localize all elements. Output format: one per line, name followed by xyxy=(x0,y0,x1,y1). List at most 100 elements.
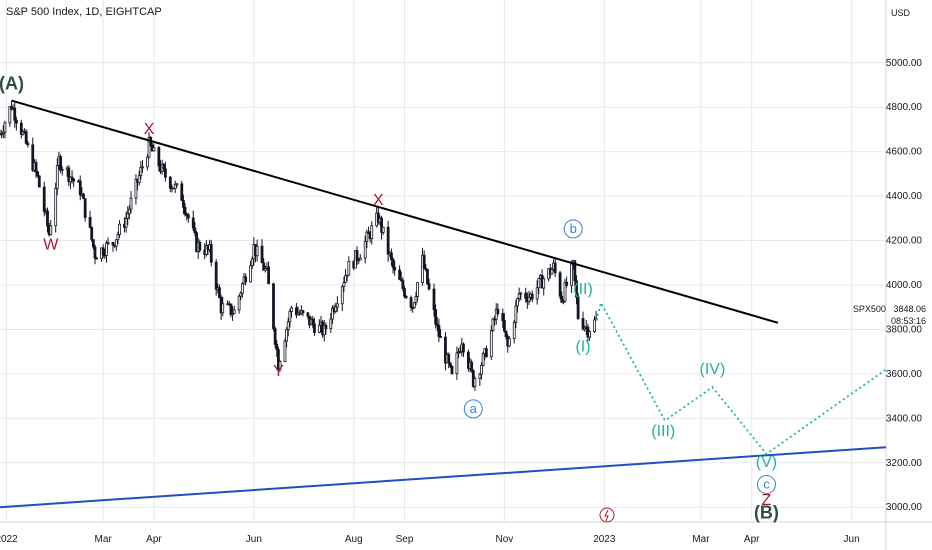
candle-body xyxy=(530,293,534,300)
candle-body xyxy=(434,309,438,325)
candle-body xyxy=(340,286,344,305)
candle-body xyxy=(114,239,118,247)
candle-body xyxy=(363,240,367,259)
event-icon[interactable] xyxy=(599,507,615,523)
candle-body xyxy=(263,268,267,271)
candle-body xyxy=(537,277,541,289)
candle-body xyxy=(455,352,459,375)
candle-body xyxy=(193,227,197,234)
candle-body xyxy=(458,350,462,353)
candle-body xyxy=(239,292,243,297)
wave-label-circle xyxy=(463,399,483,419)
candle-body xyxy=(262,262,266,271)
wave-label: (A) xyxy=(0,73,24,93)
candle-body xyxy=(91,239,95,248)
candle-body xyxy=(565,281,569,286)
candle-body xyxy=(593,319,596,332)
candle-body xyxy=(93,246,97,259)
x-tick-label: Sep xyxy=(396,534,414,545)
candle-body xyxy=(218,287,221,298)
candle-body xyxy=(313,323,316,333)
candle-body xyxy=(390,252,393,260)
wave-label: W xyxy=(43,236,59,253)
candle-body xyxy=(427,283,431,290)
resistance-trendline[interactable] xyxy=(11,99,779,324)
candle-body xyxy=(231,313,234,315)
candle-body xyxy=(444,336,447,364)
price-tag: SPX500 3848.06 08:53:16 xyxy=(853,303,926,327)
candle-body xyxy=(37,175,41,188)
candle-body xyxy=(95,257,99,260)
y-tick-label: 3800.00 xyxy=(886,324,923,335)
candle-body xyxy=(345,274,349,277)
candle-body xyxy=(576,296,580,319)
candle-body xyxy=(331,307,334,320)
candle-body xyxy=(60,169,64,171)
candle-body xyxy=(285,329,288,342)
candle-body xyxy=(232,309,236,314)
wave-label: X xyxy=(144,121,155,138)
candle-body xyxy=(588,331,591,338)
candle-body xyxy=(496,308,500,314)
candle-body xyxy=(3,122,7,133)
candle-body xyxy=(78,180,82,196)
candle-body xyxy=(260,245,264,264)
candle-body xyxy=(277,349,280,370)
support-trendline[interactable] xyxy=(0,446,887,509)
candle-body xyxy=(329,318,333,329)
candle-body xyxy=(355,250,359,261)
candle-body xyxy=(558,272,562,297)
candle-body xyxy=(560,295,564,303)
candle-body xyxy=(380,217,383,233)
y-tick-label: 3600.00 xyxy=(886,369,923,380)
candle-body xyxy=(180,183,184,201)
wave-label: X xyxy=(373,192,384,209)
candle-body xyxy=(344,275,347,283)
candle-body xyxy=(524,292,528,299)
price-tag-price: 3848.06 xyxy=(893,304,926,314)
y-tick-label: 4200.00 xyxy=(886,236,923,247)
candle-body xyxy=(31,144,35,171)
candle-body xyxy=(147,136,151,158)
candle-body xyxy=(426,269,429,285)
candle-body xyxy=(237,295,241,311)
candle-body xyxy=(198,241,202,251)
price-tag-countdown: 08:53:16 xyxy=(890,316,926,326)
candle-body xyxy=(8,106,12,124)
candle-body xyxy=(36,171,40,177)
candle-body xyxy=(398,269,402,280)
candle-body xyxy=(561,300,565,303)
candle-body xyxy=(19,122,23,135)
candle-body xyxy=(1,131,5,135)
candle-body xyxy=(470,361,474,371)
candle-body xyxy=(570,263,573,286)
wave-label: Y xyxy=(273,363,284,380)
candle-body xyxy=(403,288,406,297)
candle-body xyxy=(494,308,498,320)
candle-body xyxy=(173,183,177,190)
candle-body xyxy=(24,131,28,144)
x-tick-label: Apr xyxy=(744,534,760,545)
projection-path[interactable] xyxy=(595,300,887,456)
y-tick-label: 3400.00 xyxy=(886,413,923,424)
candle-body xyxy=(484,348,488,358)
candle-body xyxy=(106,242,110,244)
lightning-icon xyxy=(604,509,609,522)
candle-body xyxy=(295,307,298,316)
candle-body xyxy=(249,265,252,283)
x-tick-label: Nov xyxy=(496,534,514,545)
candle-body xyxy=(134,178,138,199)
chart-title: S&P 500 Index, 1D, EIGHTCAP xyxy=(6,6,162,18)
candle-body xyxy=(517,293,521,299)
candle-body xyxy=(404,295,408,299)
candle-body xyxy=(164,168,167,178)
candle-body xyxy=(412,302,416,308)
candle-body xyxy=(504,330,508,337)
candle-body xyxy=(542,278,546,289)
candle-body xyxy=(306,312,310,317)
candle-body xyxy=(553,262,557,274)
y-tick-label: 3000.00 xyxy=(886,502,923,513)
candle-body xyxy=(376,212,380,223)
